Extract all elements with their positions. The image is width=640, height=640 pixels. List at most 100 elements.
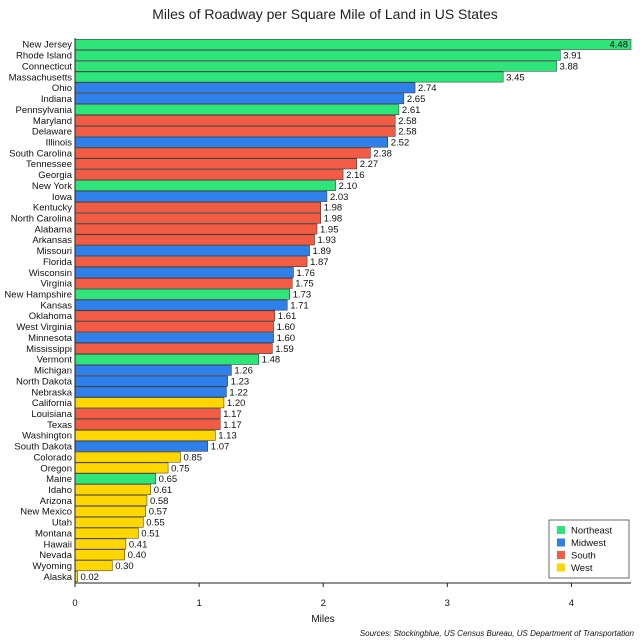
category-label: Connecticut	[22, 61, 73, 72]
category-label: South Carolina	[9, 148, 73, 159]
legend-swatch	[557, 563, 565, 572]
bar	[74, 310, 276, 322]
x-tick-label: 0	[72, 598, 77, 609]
data-label: 2.52	[391, 137, 410, 148]
bar-row: Hawaii 0.41	[43, 538, 148, 550]
bar	[74, 451, 181, 463]
bar	[74, 256, 308, 267]
bar	[74, 169, 344, 181]
bar-row: Maryland 2.58	[33, 115, 417, 127]
bar-row: Mississippi 1.59	[26, 343, 294, 355]
data-label: 2.74	[418, 83, 437, 94]
bar	[74, 419, 221, 430]
category-label: Virginia	[40, 279, 72, 290]
data-label: 0.41	[129, 539, 148, 550]
data-label: 1.17	[223, 420, 242, 431]
bar-row: Connecticut 3.88	[22, 60, 578, 72]
bar-row: South Dakota 1.07	[14, 440, 229, 453]
category-label: Minnesota	[28, 333, 73, 344]
bar-row: Louisiana 1.17	[31, 408, 242, 420]
x-tick-label: 3	[445, 598, 450, 609]
data-label: 1.13	[218, 431, 237, 442]
x-axis-label: Miles	[311, 614, 334, 625]
category-label: New Hampshire	[4, 290, 72, 301]
bar-row: West Virginia 1.60	[16, 321, 296, 333]
data-label: 2.16	[346, 170, 365, 181]
data-label: 1.93	[318, 235, 337, 246]
bar-row: Minnesota 1.60	[28, 332, 295, 344]
bar	[74, 527, 139, 539]
data-label: 4.48	[610, 40, 629, 51]
category-label: Colorado	[33, 452, 72, 463]
data-label: 1.71	[290, 300, 309, 311]
data-label: 2.10	[339, 181, 358, 192]
bar	[74, 397, 225, 409]
bar	[74, 386, 227, 398]
bar-row: Alabama 1.95	[35, 223, 339, 235]
bar-row: New Jersey 4.48	[22, 39, 632, 51]
bar	[74, 506, 146, 517]
bar-row: Tennessee 2.27	[26, 158, 378, 170]
bar	[74, 560, 113, 572]
bar-row: Delaware 2.58	[32, 125, 417, 138]
category-label: Nebraska	[31, 387, 72, 398]
bar	[74, 60, 557, 72]
bar-row: Oklahoma 1.61	[29, 310, 297, 322]
bar	[74, 495, 148, 506]
bar	[74, 354, 259, 365]
bar	[74, 288, 290, 300]
data-label: 1.60	[277, 322, 296, 333]
category-label: Tennessee	[26, 159, 72, 170]
bar	[74, 430, 216, 441]
category-label: Kansas	[40, 300, 72, 311]
category-label: New York	[32, 181, 72, 192]
category-label: Maryland	[33, 116, 72, 127]
category-label: Illinois	[46, 137, 73, 148]
x-tick-label: 2	[321, 598, 326, 609]
bar-row: Massachusetts 3.45	[9, 71, 525, 83]
bar-row: Montana 0.51	[35, 527, 160, 539]
bar-row: Missouri 1.89	[37, 245, 331, 257]
data-label: 1.87	[310, 257, 329, 268]
category-label: Arizona	[40, 496, 73, 507]
bar	[74, 39, 632, 50]
data-label: 0.58	[150, 496, 169, 507]
bar-row: Nebraska 1.22	[31, 386, 248, 398]
legend-entry: Northeast	[557, 526, 613, 537]
bar	[74, 115, 396, 126]
data-label: 1.95	[320, 224, 339, 235]
bar	[74, 223, 318, 235]
data-label: 1.22	[229, 387, 248, 398]
bar	[74, 375, 228, 387]
bar	[74, 136, 388, 148]
category-label: Pennsylvania	[15, 105, 72, 116]
bar	[74, 82, 416, 94]
category-label: Iowa	[52, 192, 73, 203]
bar-row: Oregon 0.75	[40, 462, 190, 474]
data-label: 1.61	[278, 311, 297, 322]
data-label: 3.45	[506, 72, 525, 83]
data-label: 0.40	[128, 550, 147, 561]
bar-row: Indiana 2.65	[41, 93, 425, 105]
bar-row: New Hampshire 1.73	[4, 288, 311, 301]
category-label: Wyoming	[32, 561, 72, 572]
legend-entry: South	[557, 551, 596, 562]
data-label: 0.85	[183, 452, 202, 463]
bar-row: Wisconsin 1.76	[29, 267, 315, 279]
bar	[74, 484, 151, 496]
category-label: Arkansas	[32, 235, 72, 246]
bar	[74, 180, 336, 191]
category-label: Idaho	[48, 485, 72, 496]
data-label: 2.58	[398, 116, 417, 127]
bar	[74, 408, 221, 420]
source-note: Sources: Stockingblue, US Census Bureau,…	[360, 629, 635, 638]
bar	[74, 125, 396, 137]
bar	[74, 147, 371, 159]
data-label: 0.57	[149, 507, 168, 518]
bar-row: Illinois 2.52	[46, 136, 410, 148]
data-label: 0.75	[171, 463, 190, 474]
bar-row: Kansas 1.71	[40, 299, 309, 311]
